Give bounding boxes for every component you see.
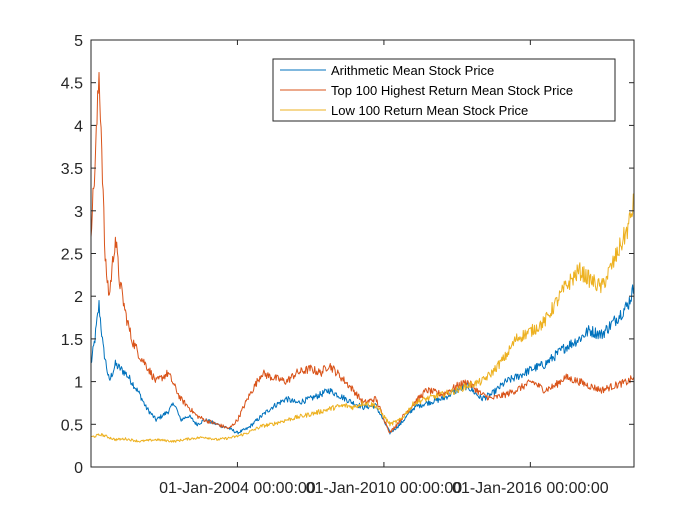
tick-layer: 0 0.5 1 1.5 2 2.5 3 3.5 4 4.5 5 01-Jan-2004 00:00:0…	[61, 33, 634, 497]
series-line-3	[90, 193, 635, 443]
y-tick-label: 0.5	[61, 417, 83, 434]
x-tick-label: 01-Jan-2016 00:00:00	[452, 480, 609, 497]
legend-label-3: Low 100 Return Mean Stock Price	[331, 103, 528, 118]
y-tick-label: 3	[74, 204, 83, 221]
y-tick-label: 2	[74, 289, 83, 306]
legend-label-2: Top 100 Highest Return Mean Stock Price	[331, 83, 573, 98]
legend-label-1: Arithmetic Mean Stock Price	[331, 63, 494, 78]
y-tick-label: 0	[74, 460, 83, 477]
y-tick-label: 1.5	[61, 332, 83, 349]
legend: Arithmetic Mean Stock Price Top 100 Highe…	[272, 58, 616, 122]
legend-box	[272, 58, 616, 122]
y-tick-label: 5	[74, 33, 83, 50]
y-tick-label: 2.5	[61, 247, 83, 264]
x-tick-label: 01-Jan-2010 00:00:00	[306, 480, 463, 497]
y-tick-label: 4.5	[61, 76, 83, 93]
y-tick-label: 4	[74, 118, 83, 135]
x-tick-label: 01-Jan-2004 00:00:00	[159, 480, 316, 497]
y-tick-label: 1	[74, 375, 83, 392]
series-layer	[90, 71, 635, 443]
series-line-1	[90, 284, 635, 435]
y-tick-label: 3.5	[61, 161, 83, 178]
